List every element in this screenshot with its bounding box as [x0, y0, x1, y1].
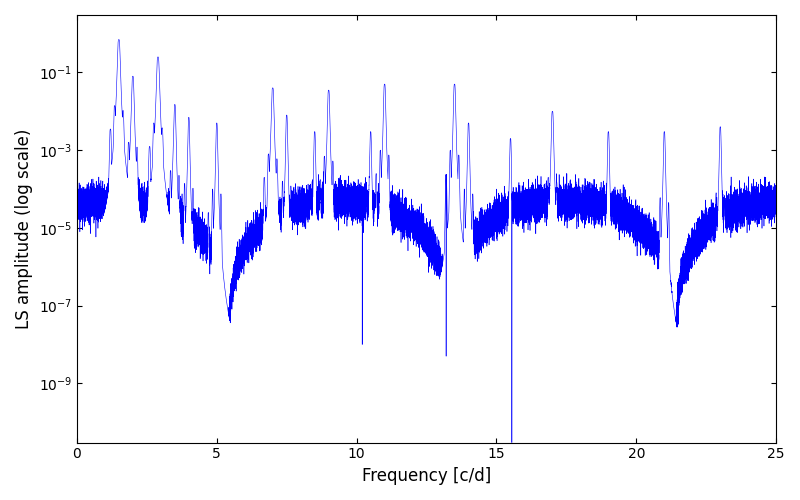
X-axis label: Frequency [c/d]: Frequency [c/d] [362, 467, 491, 485]
Y-axis label: LS amplitude (log scale): LS amplitude (log scale) [15, 128, 33, 329]
